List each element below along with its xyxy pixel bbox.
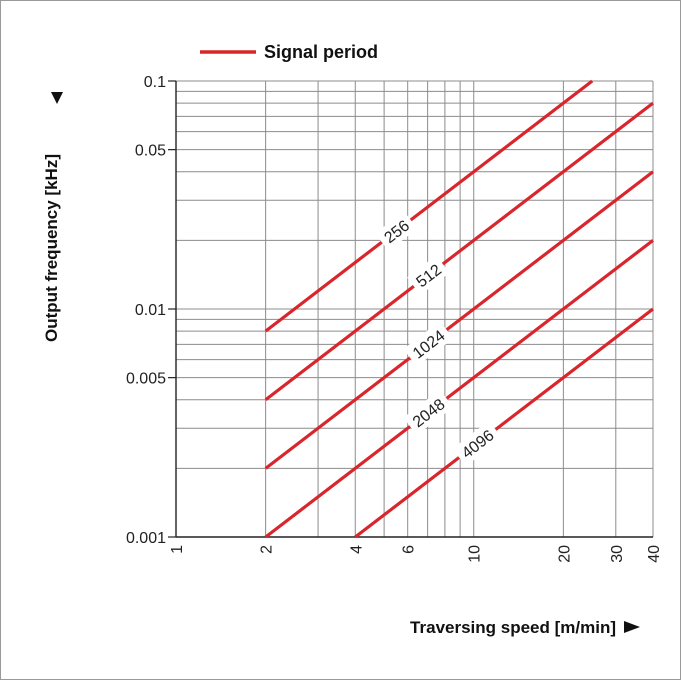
legend-label: Signal period [264, 42, 378, 62]
series-label-256: 256 [375, 211, 418, 251]
series-label-bg [452, 420, 503, 467]
grid [176, 80, 654, 538]
y-tick-label: 0.01 [135, 302, 166, 319]
x-tick-label: 30 [609, 545, 626, 563]
y-axis-title: Output frequency [kHz] [42, 154, 61, 342]
series-label-bg [375, 211, 418, 251]
y-tick-label: 0.05 [135, 143, 166, 160]
x-tick-label: 4 [348, 545, 365, 554]
series-line-256 [264, 79, 594, 333]
series-line-1024 [264, 170, 654, 470]
series-label-512: 512 [407, 255, 450, 295]
x-axis-title: Traversing speed [m/min] [410, 618, 616, 637]
y-axis-arrow-icon [51, 92, 63, 104]
y-tick-label: 0.001 [126, 530, 166, 547]
series-label-bg [407, 255, 450, 295]
x-tick-label: 40 [646, 545, 663, 563]
x-axis-arrow-icon [624, 621, 640, 633]
x-tick-label: 2 [259, 545, 276, 554]
x-tick-label: 6 [401, 545, 418, 554]
series-line-2048 [264, 239, 654, 539]
series-label-bg [403, 389, 454, 436]
tick-labels: 0.001 0.005 0.01 0.05 0.1 1 2 4 6 10 20 30 40 [126, 74, 663, 563]
axes [168, 80, 653, 538]
x-tick-label: 20 [556, 545, 573, 563]
y-tick-label: 0.005 [126, 371, 166, 388]
y-tick-label: 0.1 [144, 74, 166, 91]
x-tick-label: 10 [467, 545, 484, 563]
series-line-512 [264, 101, 654, 402]
series-label-bg [403, 321, 454, 367]
series-line-4096 [354, 307, 654, 539]
legend: Signal period [200, 42, 378, 62]
x-tick-label: 1 [169, 545, 186, 554]
